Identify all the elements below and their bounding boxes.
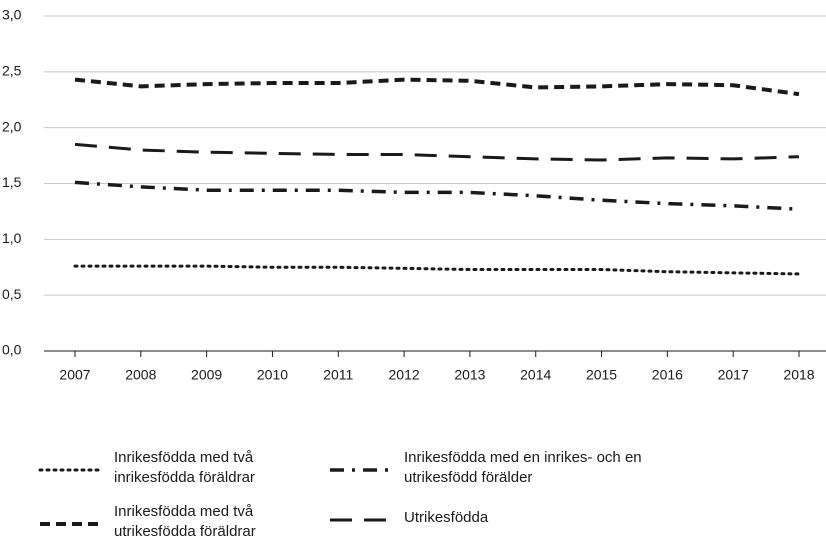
y-tick-label: 0,0 [2,342,22,358]
x-tick-label: 2013 [454,367,485,383]
y-tick-label: 3,0 [2,7,22,23]
legend-item: Inrikesfödda med två inrikesfödda föräld… [38,448,284,488]
x-tick-label: 2017 [718,367,749,383]
x-tick-label: 2008 [125,367,156,383]
series-line [74,77,800,97]
y-tick-label: 2,5 [2,63,22,79]
x-tick-label: 2015 [586,367,617,383]
legend-item: Inrikesfödda med en inrikes- och en utri… [328,448,644,488]
legend-label: Inrikesfödda med en inrikes- och en utri… [404,449,642,486]
chart: 0,0 0,5 1,0 1,5 2,0 2,5 3,0 2007 2008 2009 2010 201… [2,7,826,383]
legend-swatch [330,468,392,472]
legend-item: Inrikesfödda med två utrikesfödda föräld… [38,502,284,540]
x-tick-label: 2007 [59,367,90,383]
y-tick-label: 0,5 [2,286,22,302]
y-tick-label: 1,0 [2,230,22,246]
legend-label: Inrikesfödda med två utrikesfödda föräld… [114,503,256,540]
legend-swatch [38,468,104,472]
x-tick-label: 2016 [652,367,683,383]
x-tick-label: 2012 [389,367,420,383]
x-tick-label: 2009 [191,367,222,383]
x-tick-label: 2014 [520,367,551,383]
legend-label: Inrikesfödda med två inrikesfödda föräld… [114,449,255,486]
y-tick-label: 1,5 [2,174,22,190]
x-tick-label: 2018 [783,367,814,383]
series-line [74,180,800,211]
y-tick-label: 2,0 [2,118,22,134]
legend-item: Utrikesfödda [328,508,644,528]
legend-swatch [330,518,392,522]
x-tick-label: 2010 [257,367,288,383]
legend-label: Utrikesfödda [404,509,489,526]
series-line [74,142,800,162]
series-line [73,264,801,276]
legend-swatch [40,522,102,526]
x-tick-label: 2011 [323,367,353,383]
